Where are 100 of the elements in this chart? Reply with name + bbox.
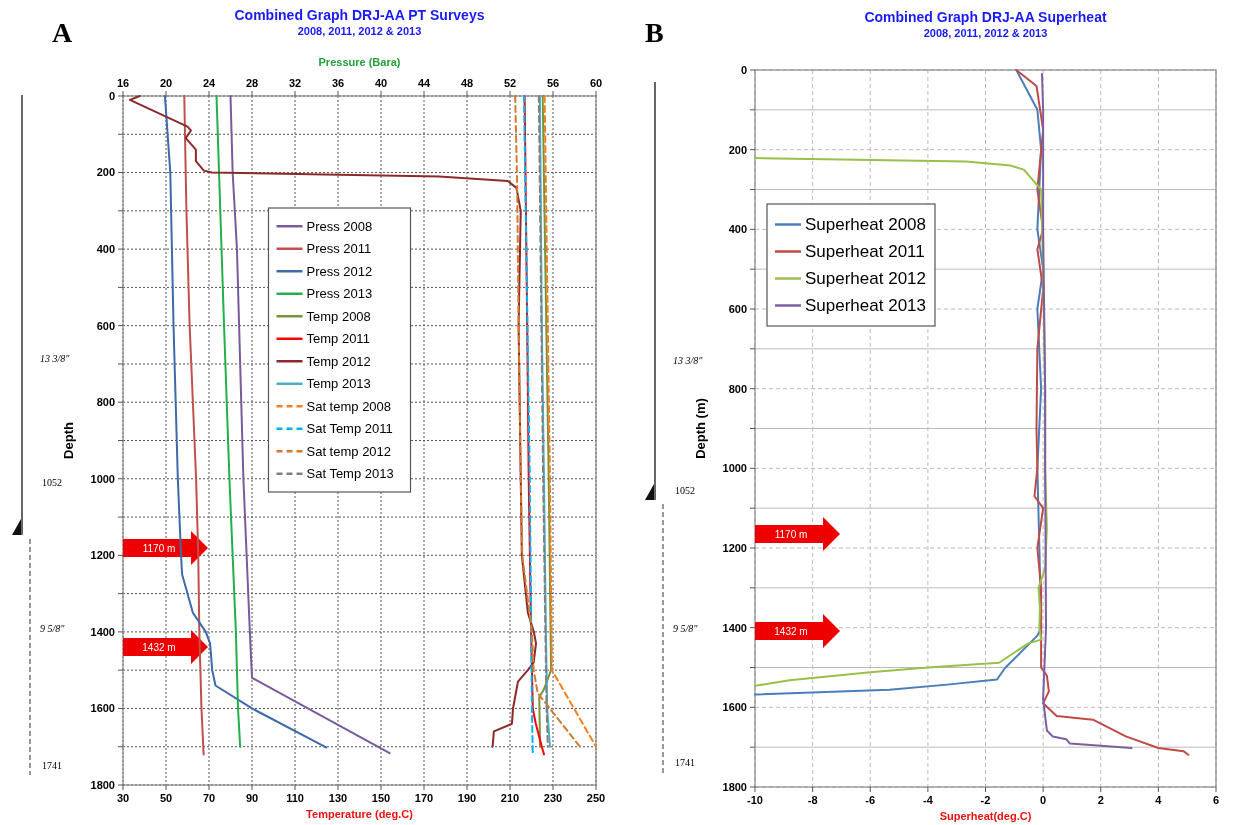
- x2-axis-title: Pressure (Bara): [318, 56, 401, 68]
- legend-label: Sat temp 2008: [306, 398, 392, 414]
- y-tick-label: 1000: [722, 462, 747, 475]
- x2-tick-label: 24: [202, 77, 216, 89]
- y-axis-title: Depth: [61, 422, 76, 459]
- x-axis-title: Temperature (deg.C): [306, 808, 414, 820]
- x-tick-label: 130: [328, 792, 348, 804]
- x-tick-label: 70: [202, 792, 216, 804]
- line-series: [754, 69, 1045, 696]
- line-series: [543, 95, 597, 748]
- x-tick-label: 90: [245, 792, 259, 804]
- line-series: [1040, 72, 1133, 749]
- text: 1741: [675, 756, 695, 768]
- x-tick-label: 250: [586, 792, 606, 804]
- x-tick-label: 50: [159, 792, 173, 804]
- text: 9 5/8": [673, 622, 699, 634]
- x-tick-label: 2: [1097, 794, 1104, 806]
- x2-tick-label: 28: [245, 77, 259, 89]
- legend-label: Superheat 2013: [805, 296, 926, 316]
- y-tick-label: 400: [728, 223, 747, 236]
- y-tick-label: 1000: [90, 472, 115, 485]
- text: 1052: [675, 484, 695, 496]
- legend-label: Press 2008: [306, 218, 373, 234]
- line-series: [523, 95, 545, 756]
- y-tick-label: 200: [728, 143, 747, 156]
- x2-tick-label: 36: [331, 77, 345, 89]
- y-tick-label: 1800: [722, 780, 747, 793]
- x2-tick-label: 32: [288, 77, 302, 89]
- y-tick-label: 800: [728, 382, 747, 395]
- y-axis-title: Depth (m): [693, 398, 708, 459]
- legend-label: Press 2011: [306, 241, 372, 257]
- legend-label: Press 2012: [306, 263, 373, 279]
- x-tick-label: 170: [414, 792, 434, 804]
- y-tick-label: 1600: [722, 701, 747, 714]
- chart-title: Combined Graph DRJ-AA PT Surveys: [234, 7, 485, 23]
- x2-tick-label: 40: [374, 77, 388, 89]
- legend-label: Temp 2013: [306, 376, 371, 392]
- x2-tick-label: 44: [417, 77, 431, 89]
- text: 9 5/8": [40, 622, 66, 634]
- y-tick-label: 600: [728, 302, 747, 315]
- x-tick-label: -6: [865, 794, 876, 806]
- x2-tick-label: 60: [589, 77, 603, 89]
- y-tick-label: 200: [96, 166, 115, 179]
- x-tick-label: -10: [747, 794, 763, 806]
- y-tick-label: 600: [96, 319, 115, 332]
- line-series: [522, 95, 534, 756]
- y-tick-label: 1800: [90, 778, 115, 791]
- x-tick-label: 30: [116, 792, 130, 804]
- legend-label: Superheat 2012: [805, 269, 926, 289]
- legend-label: Sat temp 2012: [306, 443, 392, 459]
- line-series: [1015, 69, 1190, 756]
- x-tick-label: 4: [1155, 794, 1163, 806]
- text: B: [645, 17, 664, 48]
- legend-label: Temp 2008: [306, 308, 371, 324]
- y-tick-label: 0: [740, 63, 747, 76]
- legend-label: Temp 2012: [306, 353, 371, 369]
- y-tick-label: 1600: [90, 702, 115, 715]
- x-tick-label: -4: [922, 794, 934, 806]
- annotation: 1170 m: [774, 528, 808, 540]
- y-tick-label: 1400: [722, 621, 747, 634]
- y-tick-label: 1200: [90, 549, 115, 562]
- x2-tick-label: 16: [116, 77, 130, 89]
- text: 13 3/8": [673, 354, 704, 366]
- line-series: [514, 95, 581, 748]
- x-tick-label: 0: [1040, 794, 1047, 806]
- legend-label: Sat Temp 2013: [306, 466, 394, 482]
- x-tick-label: -2: [980, 794, 991, 806]
- annotation: 1432 m: [774, 625, 808, 637]
- legend-label: Superheat 2011: [805, 242, 925, 262]
- chart-title: Combined Graph DRJ-AA Superheat: [864, 9, 1107, 25]
- x-tick-label: 230: [543, 792, 563, 804]
- text: 13 3/8": [40, 352, 71, 364]
- x2-tick-label: 56: [546, 77, 560, 89]
- legend-label: Superheat 2008: [805, 215, 926, 235]
- legend-label: Temp 2011: [306, 331, 370, 347]
- legend-label: Press 2013: [306, 286, 373, 302]
- chart-subtitle: 2008, 2011, 2012 & 2013: [297, 25, 422, 37]
- line-series: [128, 95, 538, 748]
- x-axis-title: Superheat(deg.C): [939, 810, 1032, 822]
- y-tick-label: 1200: [722, 541, 747, 554]
- legend-label: Sat Temp 2011: [306, 421, 393, 437]
- x2-tick-label: 20: [159, 77, 173, 89]
- x-tick-label: 110: [286, 792, 304, 804]
- text: A: [52, 17, 73, 48]
- y-tick-label: 0: [108, 89, 115, 102]
- chart-subtitle: 2008, 2011, 2012 & 2013: [923, 27, 1048, 39]
- x-tick-label: 150: [371, 792, 391, 804]
- y-tick-label: 400: [96, 242, 115, 255]
- x-tick-label: 210: [500, 792, 520, 804]
- x-tick-label: 6: [1212, 794, 1220, 806]
- x-tick-label: -8: [807, 794, 818, 806]
- annotation: 1170 m: [142, 542, 176, 554]
- y-tick-label: 1400: [90, 625, 115, 638]
- x-tick-label: 190: [457, 792, 477, 804]
- annotation: 1432 m: [142, 641, 176, 653]
- x2-tick-label: 52: [503, 77, 517, 89]
- y-tick-label: 800: [96, 396, 115, 409]
- text: 1741: [42, 759, 62, 771]
- x2-tick-label: 48: [460, 77, 474, 89]
- text: 1052: [42, 476, 62, 488]
